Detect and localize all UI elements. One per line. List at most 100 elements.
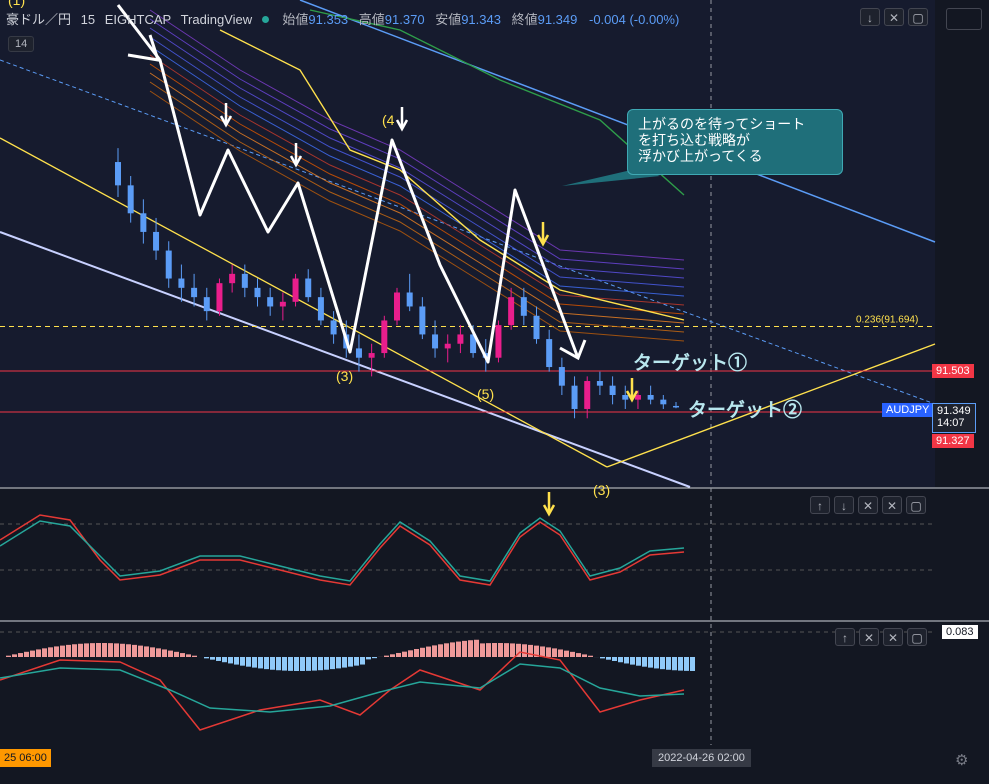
candle-body <box>216 283 222 311</box>
main-pane-buttons: ↓ ✕ ▢ <box>860 8 928 26</box>
low-label: 安値 <box>435 12 461 27</box>
candle-body <box>140 213 146 232</box>
pane-close-button[interactable]: ✕ <box>859 628 879 646</box>
macd-histogram-bar <box>222 657 227 662</box>
macd-histogram-bar <box>300 657 305 671</box>
macd-histogram-bar <box>672 657 677 670</box>
macd-histogram-bar <box>384 656 389 657</box>
macd-histogram-bar <box>492 643 497 657</box>
pane-maximize-button[interactable]: ▢ <box>907 628 927 646</box>
macd-histogram-bar <box>684 657 689 671</box>
indicator-badge[interactable]: 14 <box>8 36 34 52</box>
macd-histogram-bar <box>420 648 425 657</box>
callout-line-3: 浮かび上がってくる <box>638 148 834 164</box>
macd-histogram-bar <box>450 642 455 657</box>
macd-histogram-bar <box>642 657 647 667</box>
pane-down-button[interactable]: ↓ <box>834 496 854 514</box>
macd-histogram-bar <box>636 657 641 666</box>
candle-body <box>356 348 362 357</box>
interval[interactable]: 15 <box>81 12 95 27</box>
macd-histogram-bar <box>66 645 71 657</box>
candle-body <box>534 316 540 339</box>
candle-body <box>559 367 565 386</box>
macd-histogram-bar <box>318 657 323 670</box>
candle-body <box>178 279 184 288</box>
macd-histogram-bar <box>564 651 569 657</box>
macd-histogram-bar <box>192 656 197 657</box>
macd-histogram-bar <box>354 657 359 666</box>
strategy-callout[interactable]: 上がるのを待ってショート を打ち込む戦略が 浮かび上がってくる <box>627 109 843 175</box>
candle-body <box>495 325 501 358</box>
macd-histogram-bar <box>600 657 605 658</box>
pane-collapse-button[interactable]: ✕ <box>883 628 903 646</box>
exchange: EIGHTCAP <box>105 12 171 27</box>
symbol-name[interactable]: 豪ドル／円 <box>6 12 71 27</box>
macd-pane-buttons: ↑ ✕ ✕ ▢ <box>835 628 927 646</box>
macd-histogram-bar <box>60 646 65 657</box>
candle-body <box>673 406 679 408</box>
macd-histogram-bar <box>330 657 335 669</box>
macd-histogram-bar <box>366 657 371 659</box>
candle-body <box>622 395 628 400</box>
move-down-button[interactable]: ↓ <box>860 8 880 26</box>
macd-histogram-bar <box>618 657 623 662</box>
pane-up-button[interactable]: ↑ <box>835 628 855 646</box>
collapse-button[interactable]: ✕ <box>884 8 904 26</box>
open-label: 始値 <box>282 12 308 27</box>
macd-histogram-bar <box>96 643 101 657</box>
macd-histogram-bar <box>414 649 419 657</box>
macd-histogram-bar <box>282 657 287 671</box>
maximize-button[interactable]: ▢ <box>908 8 928 26</box>
candle-body <box>572 386 578 409</box>
macd-histogram-bar <box>36 649 41 657</box>
macd-histogram-bar <box>144 646 149 657</box>
candle-body <box>305 279 311 298</box>
target-2-label[interactable]: ターゲット② <box>688 395 802 422</box>
macd-histogram-bar <box>72 644 77 657</box>
macd-histogram-bar <box>54 646 59 657</box>
price-scale-button[interactable] <box>946 8 982 30</box>
macd-histogram-bar <box>156 648 161 657</box>
pane-close-button[interactable]: ✕ <box>858 496 878 514</box>
macd-histogram-bar <box>360 657 365 665</box>
candle-body <box>419 306 425 334</box>
macd-histogram-bar <box>510 643 515 657</box>
pane-up-button[interactable]: ↑ <box>810 496 830 514</box>
macd-histogram-bar <box>108 643 113 657</box>
fib-label: 0.236(91.694) <box>856 315 918 326</box>
candle-body <box>635 395 641 400</box>
wave-label-3b: (3) <box>593 482 610 498</box>
candle-body <box>166 251 172 279</box>
target-1-label[interactable]: ターゲット① <box>633 348 747 375</box>
macd-histogram-bar <box>456 642 461 657</box>
macd-histogram-bar <box>150 647 155 657</box>
data-source: TradingView <box>181 12 253 27</box>
candle-body <box>280 302 286 307</box>
open-value: 91.353 <box>308 12 348 27</box>
macd-histogram-bar <box>582 654 587 657</box>
macd-histogram-bar <box>270 657 275 670</box>
candle-body <box>331 320 337 334</box>
macd-histogram-bar <box>306 657 311 671</box>
candle-body <box>267 297 273 306</box>
market-status-icon <box>262 16 269 23</box>
macd-histogram-bar <box>204 657 209 658</box>
candle-body <box>648 395 654 400</box>
macd-histogram-bar <box>78 644 83 657</box>
candle-body <box>255 288 261 297</box>
candle-body <box>394 292 400 320</box>
candle-body <box>546 339 552 367</box>
macd-histogram-bar <box>246 657 251 667</box>
macd-histogram-bar <box>180 653 185 657</box>
pane-maximize-button[interactable]: ▢ <box>906 496 926 514</box>
candle-body <box>508 297 514 325</box>
price-tag-91503: 91.503 <box>932 364 974 378</box>
gear-icon[interactable]: ⚙ <box>955 751 968 769</box>
macd-histogram-bar <box>168 651 173 657</box>
price-tag-91327: 91.327 <box>932 434 974 448</box>
pane-collapse-button[interactable]: ✕ <box>882 496 902 514</box>
macd-histogram-bar <box>396 653 401 657</box>
macd-histogram-bar <box>588 656 593 657</box>
macd-histogram-bar <box>120 644 125 657</box>
macd-histogram-bar <box>624 657 629 663</box>
